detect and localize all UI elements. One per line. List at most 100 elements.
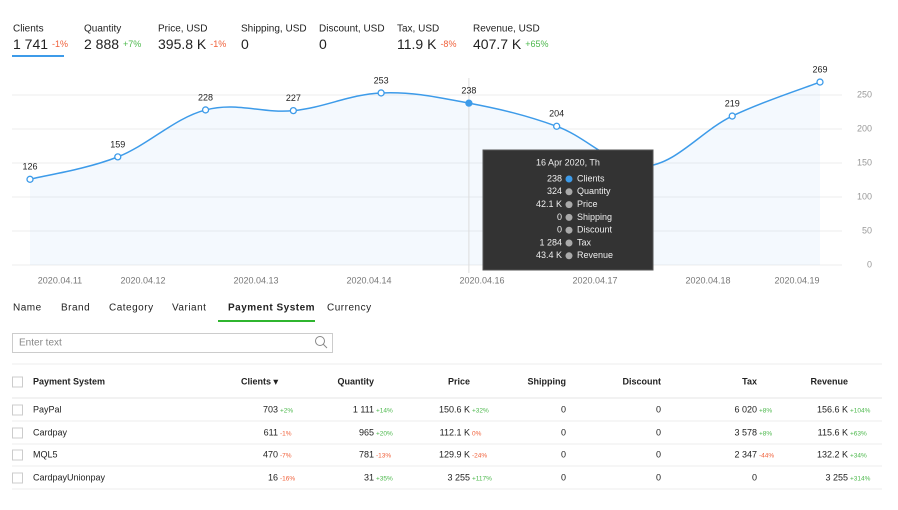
- metric-number: 395.8 K: [158, 36, 207, 52]
- y-tick-label: 0: [867, 259, 872, 269]
- y-tick-label: 200: [857, 123, 872, 133]
- tooltip-dot: [565, 213, 573, 221]
- metric-value: 1 741 -1%: [13, 36, 68, 52]
- tooltip: [482, 149, 654, 271]
- data-label: 159: [110, 139, 125, 149]
- tooltip-dot: [565, 226, 573, 234]
- column-header: Price: [448, 376, 470, 386]
- checkbox[interactable]: [12, 376, 23, 388]
- y-tick-label: 150: [857, 157, 872, 167]
- x-tick-label: 2020.04.16: [459, 275, 504, 285]
- tab[interactable]: Name: [13, 303, 42, 314]
- x-tick-label: 2020.04.12: [120, 275, 165, 285]
- point[interactable]: [465, 99, 473, 107]
- tooltip-value: 42.1 K: [536, 199, 562, 209]
- metric-label: Quantity: [84, 24, 121, 35]
- search-placeholder: Enter text: [19, 338, 62, 349]
- cell-value: 0: [656, 404, 661, 414]
- cell-delta: -16%: [280, 476, 295, 483]
- cell-value: 0: [752, 472, 757, 482]
- cell-name: PayPal: [33, 404, 62, 414]
- checkbox[interactable]: [12, 427, 23, 439]
- cell-delta: 0%: [472, 431, 482, 438]
- point[interactable]: [201, 106, 210, 114]
- search-icon: [315, 336, 325, 346]
- tooltip-dot: [565, 188, 573, 196]
- metric-label: Clients: [13, 24, 44, 35]
- metric-number: 11.9 K: [397, 36, 437, 52]
- metric-delta: +7%: [123, 39, 141, 49]
- tooltip-dot: [565, 175, 573, 183]
- cell-value: 3 578: [734, 427, 757, 437]
- metric-value: 2 888 +7%: [84, 36, 141, 52]
- tab[interactable]: Brand: [61, 303, 90, 314]
- data-label: 204: [549, 109, 564, 119]
- cell-value: 3 255: [825, 472, 848, 482]
- cell-delta: +63%: [850, 431, 867, 438]
- cell-value: 0: [656, 427, 661, 437]
- cell-value: 0: [656, 472, 661, 482]
- tooltip-value: 0: [557, 212, 562, 222]
- cell-value: 112.1 K: [440, 427, 470, 437]
- metric-label: Discount, USD: [319, 24, 385, 35]
- cell-delta: -7%: [280, 453, 292, 460]
- column-header[interactable]: Clients ▾: [241, 376, 279, 386]
- search-icon: [322, 343, 328, 349]
- cell-delta: -24%: [472, 453, 487, 460]
- metric-delta: +65%: [525, 39, 548, 49]
- checkbox[interactable]: [12, 404, 23, 416]
- cell-delta: +8%: [759, 408, 772, 415]
- tooltip-value: 238: [547, 173, 562, 183]
- tab[interactable]: Payment System: [228, 303, 315, 314]
- cell-delta: +32%: [472, 408, 489, 415]
- metric-value: 11.9 K -8%: [397, 36, 456, 52]
- point[interactable]: [728, 112, 736, 120]
- point[interactable]: [553, 122, 561, 130]
- metric-number: 2 888: [84, 36, 119, 52]
- x-tick-label: 2020.04.13: [233, 275, 278, 285]
- tab[interactable]: Currency: [327, 303, 372, 314]
- data-label: 228: [198, 92, 213, 102]
- metric-value: 0: [241, 36, 249, 52]
- cell-value: 0: [561, 404, 566, 414]
- metric-delta: -1%: [210, 39, 226, 49]
- cell-name: MQL5: [33, 449, 58, 459]
- point[interactable]: [377, 89, 385, 97]
- tooltip-dot: [565, 239, 573, 247]
- cell-value: 3 255: [447, 472, 470, 482]
- point[interactable]: [114, 153, 122, 161]
- x-tick-label: 2020.04.19: [774, 275, 819, 285]
- tooltip-label: Clients: [577, 173, 605, 183]
- point[interactable]: [289, 106, 297, 115]
- checkbox[interactable]: [12, 449, 23, 461]
- column-header: Discount: [622, 376, 661, 386]
- cell-value: 703: [263, 404, 278, 414]
- cell-value: 2 347: [734, 449, 757, 459]
- column-header: Tax: [742, 376, 757, 386]
- metric-number: 407.7 K: [473, 36, 522, 52]
- metric-number: 0: [319, 36, 327, 52]
- point[interactable]: [816, 78, 824, 86]
- tooltip-label: Shipping: [577, 212, 612, 222]
- cell-value: 965: [359, 427, 374, 437]
- tooltip-title: 16 Apr 2020, Th: [536, 157, 600, 167]
- area: [30, 82, 820, 265]
- metric-underline: [12, 55, 64, 57]
- tooltip-label: Price: [577, 199, 598, 209]
- data-label: 253: [374, 75, 389, 85]
- cell-delta: +34%: [850, 453, 867, 460]
- cell-delta: +314%: [850, 476, 871, 483]
- tab[interactable]: Variant: [172, 303, 206, 314]
- tab[interactable]: Category: [109, 303, 154, 314]
- cell-name: CardpayUnionpay: [33, 472, 106, 482]
- cell-value: 156.6 K: [817, 404, 848, 414]
- metric-delta: -1%: [52, 39, 68, 49]
- cell-value: 0: [656, 449, 661, 459]
- tooltip-value: 43.4 K: [536, 250, 562, 260]
- column-header: Revenue: [810, 376, 848, 386]
- point[interactable]: [26, 175, 34, 183]
- checkbox[interactable]: [12, 472, 23, 484]
- search-box[interactable]: [12, 333, 333, 353]
- metric-value: 0: [319, 36, 327, 52]
- y-tick-label: 250: [857, 89, 872, 99]
